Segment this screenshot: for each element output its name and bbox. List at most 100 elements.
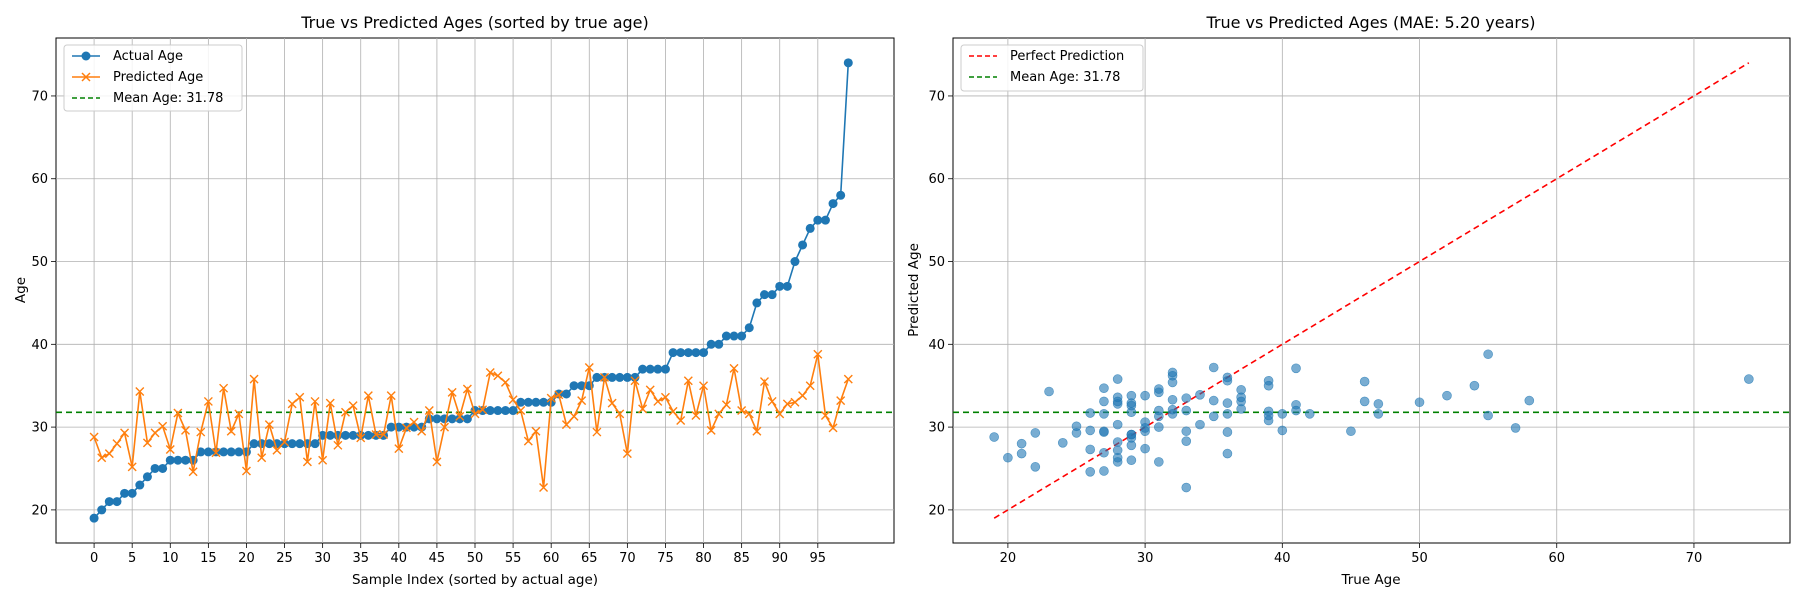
- y-tick-label: 50: [928, 255, 945, 270]
- x-tick-label: 40: [1274, 551, 1291, 566]
- actual-age-point: [828, 199, 838, 209]
- predicted-age-point: [813, 349, 823, 359]
- predicted-age-point: [820, 411, 830, 421]
- y-tick-label: 20: [31, 503, 48, 518]
- scatter-point: [1263, 410, 1274, 421]
- predicted-age-point: [531, 426, 541, 436]
- actual-age-point: [843, 58, 853, 68]
- predicted-age-series-line: [93, 354, 850, 488]
- chart-title: True vs Predicted Ages (MAE: 5.20 years): [1205, 13, 1535, 32]
- x-axis-label: True Age: [1340, 572, 1400, 588]
- predicted-age-point: [630, 376, 640, 386]
- actual-age-point: [782, 281, 792, 291]
- predicted-age-point: [638, 404, 648, 414]
- perfect-prediction-line: [993, 62, 1750, 519]
- scatter-point: [1222, 375, 1233, 386]
- scatter-point: [1126, 400, 1137, 411]
- scatter-point: [1181, 405, 1192, 416]
- scatter-point: [989, 432, 999, 442]
- x-tick-label: 70: [1686, 551, 1703, 566]
- predicted-age-point: [836, 396, 846, 406]
- actual-age-point: [249, 439, 259, 449]
- x-tick-label: 20: [238, 551, 255, 566]
- scatter-point: [1359, 396, 1370, 407]
- predicted-age-point: [371, 430, 381, 440]
- x-tick-label: 90: [771, 551, 788, 566]
- actual-age-point: [820, 215, 830, 225]
- actual-age-point: [737, 331, 747, 341]
- actual-age-point: [181, 455, 191, 465]
- scatter-point: [1112, 396, 1123, 407]
- actual-age-point: [630, 372, 640, 382]
- predicted-age-point: [158, 421, 168, 431]
- predicted-age-point: [127, 462, 137, 472]
- plot-frame: [952, 37, 1791, 544]
- x-tick-label: 50: [467, 551, 484, 566]
- predicted-age-point: [645, 385, 655, 395]
- scatter-point: [1222, 398, 1233, 408]
- scatter-point: [1140, 426, 1150, 437]
- predicted-age-point: [348, 401, 358, 411]
- scatter-point: [1373, 399, 1384, 409]
- predicted-age-point: [333, 440, 343, 450]
- scatter-point: [1057, 438, 1068, 448]
- scatter-point: [1112, 419, 1123, 430]
- scatter-point: [1167, 394, 1178, 405]
- actual-age-point: [386, 422, 396, 432]
- predicted-age-point: [805, 381, 815, 391]
- predicted-age-point: [203, 396, 213, 406]
- scatter-point: [1222, 448, 1233, 459]
- x-tick-label: 60: [543, 551, 560, 566]
- scatter-point: [1304, 409, 1315, 419]
- actual-age-point: [615, 372, 625, 382]
- predicted-age-point: [219, 383, 229, 393]
- actual-age-point: [592, 372, 602, 382]
- scatter-point: [1373, 409, 1384, 419]
- scatter-point: [1112, 437, 1123, 447]
- predicted-age-point: [401, 423, 411, 433]
- scatter-point: [1085, 408, 1096, 418]
- predicted-age-point: [668, 406, 678, 416]
- scatter-point: [1126, 429, 1137, 440]
- actual-age-point: [813, 215, 823, 225]
- scatter-point: [1071, 421, 1082, 432]
- predicted-age-point: [295, 392, 305, 402]
- predicted-age-point: [462, 384, 472, 394]
- x-tick-label: 15: [200, 551, 217, 566]
- predicted-age-point: [272, 445, 282, 455]
- x-tick-label: 30: [1137, 551, 1154, 566]
- y-tick-label: 70: [928, 89, 945, 104]
- scatter-point: [1181, 426, 1192, 437]
- x-tick-label: 55: [505, 551, 522, 566]
- actual-age-point: [173, 455, 183, 465]
- predicted-age-point: [721, 400, 731, 410]
- grid: [953, 38, 1790, 543]
- predicted-age-point: [706, 425, 716, 435]
- predicted-age-point: [249, 374, 259, 384]
- legend-predicted-marker: [81, 72, 91, 82]
- scatter-point: [1044, 386, 1054, 397]
- actual-age-point: [767, 290, 777, 300]
- x-tick-label: 45: [429, 551, 446, 566]
- data-marks: [56, 58, 894, 523]
- grid: [56, 38, 894, 543]
- y-tick-label: 30: [31, 421, 48, 436]
- actual-age-point: [683, 348, 693, 358]
- actual-age-point: [752, 298, 762, 308]
- scatter-point: [1277, 409, 1288, 419]
- actual-age-point: [226, 447, 236, 457]
- predicted-age-point: [843, 374, 853, 384]
- actual-age-point: [790, 257, 800, 267]
- scatter-point: [1003, 452, 1013, 463]
- actual-age-point: [805, 223, 815, 233]
- actual-age-point: [127, 488, 137, 498]
- y-tick-label: 50: [31, 255, 48, 270]
- predicted-age-point: [622, 449, 632, 459]
- predicted-age-point: [356, 433, 366, 443]
- predicted-age-point: [493, 371, 503, 381]
- legend-actual-label: Actual Age: [113, 49, 183, 64]
- x-axis-label: Sample Index (sorted by actual age): [352, 572, 598, 588]
- scatter-point: [1099, 447, 1109, 458]
- predicted-age-point: [89, 432, 99, 442]
- scatter-point: [1154, 457, 1164, 467]
